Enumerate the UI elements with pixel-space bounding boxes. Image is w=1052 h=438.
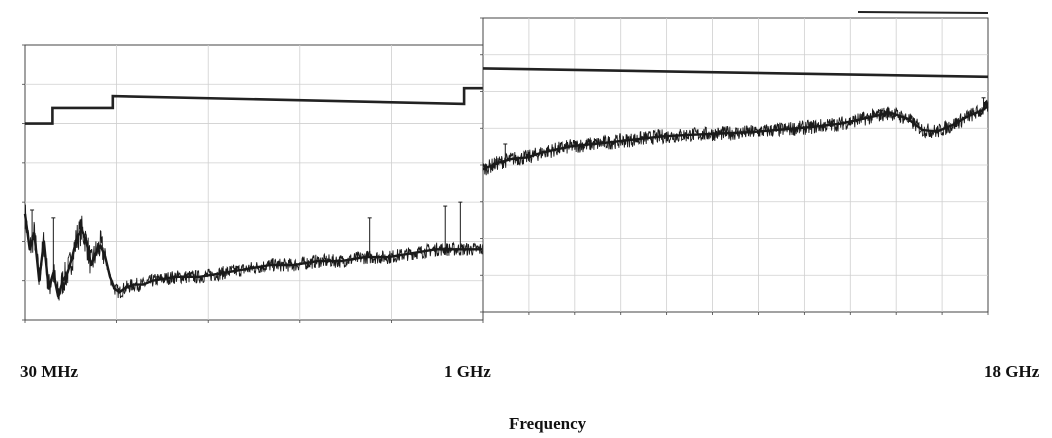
left-plot-frame: [24, 44, 484, 321]
left-plot-grid: [25, 45, 483, 320]
emissions-trace: [482, 99, 989, 176]
end-frequency-label: 18 GHz: [984, 362, 1040, 381]
start-frequency-label: 30 MHz: [20, 362, 79, 381]
emissions-envelope: [23, 213, 483, 298]
mid-frequency-label: 1 GHz: [444, 362, 491, 381]
limit-line: [25, 86, 483, 125]
left-plot-traces: [23, 86, 484, 301]
limit-line: [482, 67, 989, 79]
top-edge-artifact: [857, 11, 989, 14]
right-plot-traces: [482, 67, 989, 176]
right-plot-panel: [480, 17, 989, 315]
left-plot-panel: [22, 44, 484, 323]
right-plot-ticks: [480, 17, 989, 315]
emissions-envelope: [482, 105, 989, 171]
x-axis-title: Frequency: [509, 414, 587, 433]
left-plot-ticks: [22, 44, 484, 323]
right-plot-grid: [483, 18, 988, 312]
